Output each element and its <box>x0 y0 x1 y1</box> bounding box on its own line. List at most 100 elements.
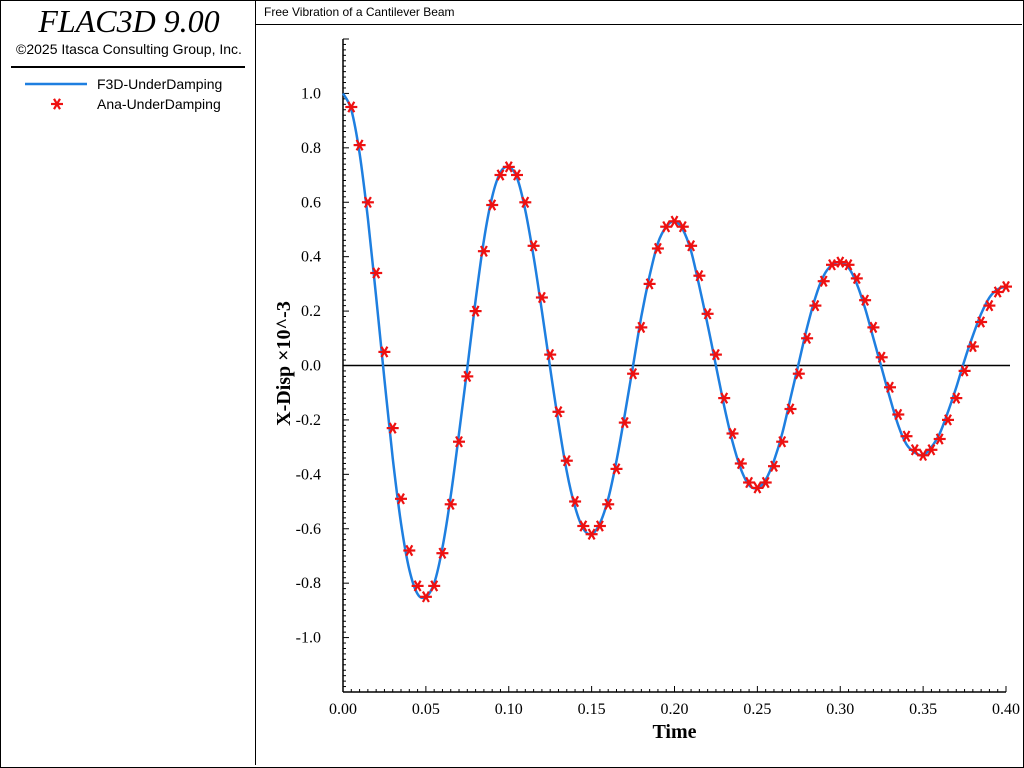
data-point-asterisk <box>461 370 474 383</box>
y-tick-label: -0.6 <box>296 521 321 538</box>
data-point-asterisk <box>535 291 548 304</box>
data-point-asterisk <box>850 272 863 285</box>
data-point-asterisk <box>345 101 358 113</box>
x-tick-label: 0.10 <box>495 701 523 718</box>
data-point-asterisk <box>403 544 416 557</box>
data-point-asterisk <box>908 444 921 456</box>
plot-title-bar: Free Vibration of a Cantilever Beam <box>256 1 1022 25</box>
data-point-asterisk <box>428 580 441 592</box>
data-point-asterisk <box>726 427 739 440</box>
data-point-asterisk <box>519 196 532 209</box>
data-point-asterisk <box>593 520 606 532</box>
data-point-asterisk <box>718 392 731 404</box>
y-tick-label: 0.2 <box>301 303 321 320</box>
y-tick-label: 0.4 <box>301 249 321 266</box>
x-tick-label: 0.25 <box>743 701 771 718</box>
data-point-asterisk <box>792 367 805 380</box>
data-point-asterisk <box>933 433 946 445</box>
y-tick-label: 0.0 <box>301 358 321 375</box>
data-point-asterisk <box>602 498 615 511</box>
data-point-asterisk <box>875 351 888 364</box>
data-point-asterisk <box>983 299 996 312</box>
data-point-asterisk <box>660 220 673 233</box>
data-point-asterisk <box>544 348 557 361</box>
data-point-asterisk <box>743 476 756 489</box>
data-point-asterisk <box>469 305 482 317</box>
data-point-asterisk <box>411 580 424 592</box>
data-point-asterisk <box>502 161 515 173</box>
legend-label-ana: Ana-UnderDamping <box>97 96 221 112</box>
data-point-asterisk <box>453 435 465 448</box>
data-point-asterisk <box>859 294 872 306</box>
data-point-asterisk <box>527 240 540 252</box>
x-tick-label: 0.00 <box>329 701 357 718</box>
data-point-asterisk <box>759 476 772 489</box>
y-tick-label: 0.6 <box>301 194 321 211</box>
data-point-asterisk <box>776 435 789 448</box>
y-tick-label: -1.0 <box>296 630 321 647</box>
y-tick-label: -0.2 <box>296 412 321 429</box>
data-point-asterisk <box>395 493 407 505</box>
y-tick-label: -0.4 <box>296 466 321 483</box>
y-tick-label: 0.8 <box>301 140 321 157</box>
x-tick-label: 0.20 <box>661 701 689 718</box>
x-tick-label: 0.30 <box>826 701 854 718</box>
data-point-asterisk <box>826 259 838 271</box>
data-point-asterisk <box>842 259 855 271</box>
x-tick-label: 0.05 <box>412 701 440 718</box>
data-point-asterisk <box>361 196 374 209</box>
series-ana-underdamping <box>345 101 1012 603</box>
data-point-asterisk <box>751 482 764 494</box>
data-point-asterisk <box>569 495 582 508</box>
x-tick-label: 0.40 <box>992 701 1020 718</box>
x-tick-label: 0.35 <box>909 701 937 718</box>
data-point-asterisk <box>784 403 797 415</box>
legend-panel: FLAC3D 9.00 ©2025 Itasca Consulting Grou… <box>1 1 256 765</box>
data-point-asterisk <box>618 416 631 429</box>
data-point-asterisk <box>950 392 963 404</box>
axes: 1.0 0.8 0.6 0.4 0.2 0.0 -0.2 -0.4 -0.6 -0.8 -1.0 0.… <box>273 38 1020 743</box>
data-point-asterisk <box>1000 280 1012 293</box>
chart-area: 1.0 0.8 0.6 0.4 0.2 0.0 -0.2 -0.4 -0.6 -0.8 -1.0 0.… <box>273 38 1020 743</box>
data-point-asterisk <box>651 242 664 255</box>
data-point-asterisk <box>370 267 383 279</box>
data-point-asterisk <box>676 220 689 233</box>
y-tick-label: -0.8 <box>296 575 321 592</box>
legend-asterisk-symbol <box>51 98 63 110</box>
data-point-asterisk <box>378 346 391 358</box>
copyright-text: ©2025 Itasca Consulting Group, Inc. <box>16 41 242 57</box>
data-point-asterisk <box>709 348 722 361</box>
data-point-asterisk <box>925 444 938 456</box>
app-title: FLAC3D 9.00 <box>38 3 220 39</box>
legend-symbols <box>25 82 87 110</box>
data-point-asterisk <box>917 449 930 462</box>
series-f3d-underdamping <box>341 92 1007 600</box>
x-axis-label: Time <box>652 721 696 743</box>
data-point-asterisk <box>867 321 880 334</box>
data-point-asterisk <box>834 256 847 268</box>
data-point-asterisk <box>975 316 988 328</box>
data-point-asterisk <box>693 269 706 282</box>
data-point-asterisk <box>685 240 698 252</box>
data-point-asterisk <box>610 463 623 475</box>
x-tick-label: 0.15 <box>578 701 606 718</box>
data-point-asterisk <box>900 430 913 442</box>
data-point-asterisk <box>817 275 830 287</box>
data-point-asterisk <box>419 591 432 603</box>
data-point-asterisk <box>477 245 490 257</box>
data-point-asterisk <box>386 422 399 434</box>
data-point-asterisk <box>809 299 822 312</box>
data-point-asterisk <box>668 215 681 228</box>
data-point-asterisk <box>991 286 1004 298</box>
data-point-asterisk <box>734 457 747 470</box>
data-point-asterisk <box>942 414 954 426</box>
y-tick-label: 1.0 <box>301 85 321 102</box>
data-point-asterisk <box>560 454 573 467</box>
data-point-asterisk <box>436 547 449 559</box>
y-axis-label: X-Disp ×10^-3 <box>273 301 295 426</box>
data-point-asterisk <box>353 139 366 151</box>
data-point-asterisk <box>486 199 499 211</box>
data-point-asterisk <box>552 406 565 418</box>
data-point-asterisk <box>768 460 780 472</box>
data-point-asterisk <box>627 367 640 380</box>
